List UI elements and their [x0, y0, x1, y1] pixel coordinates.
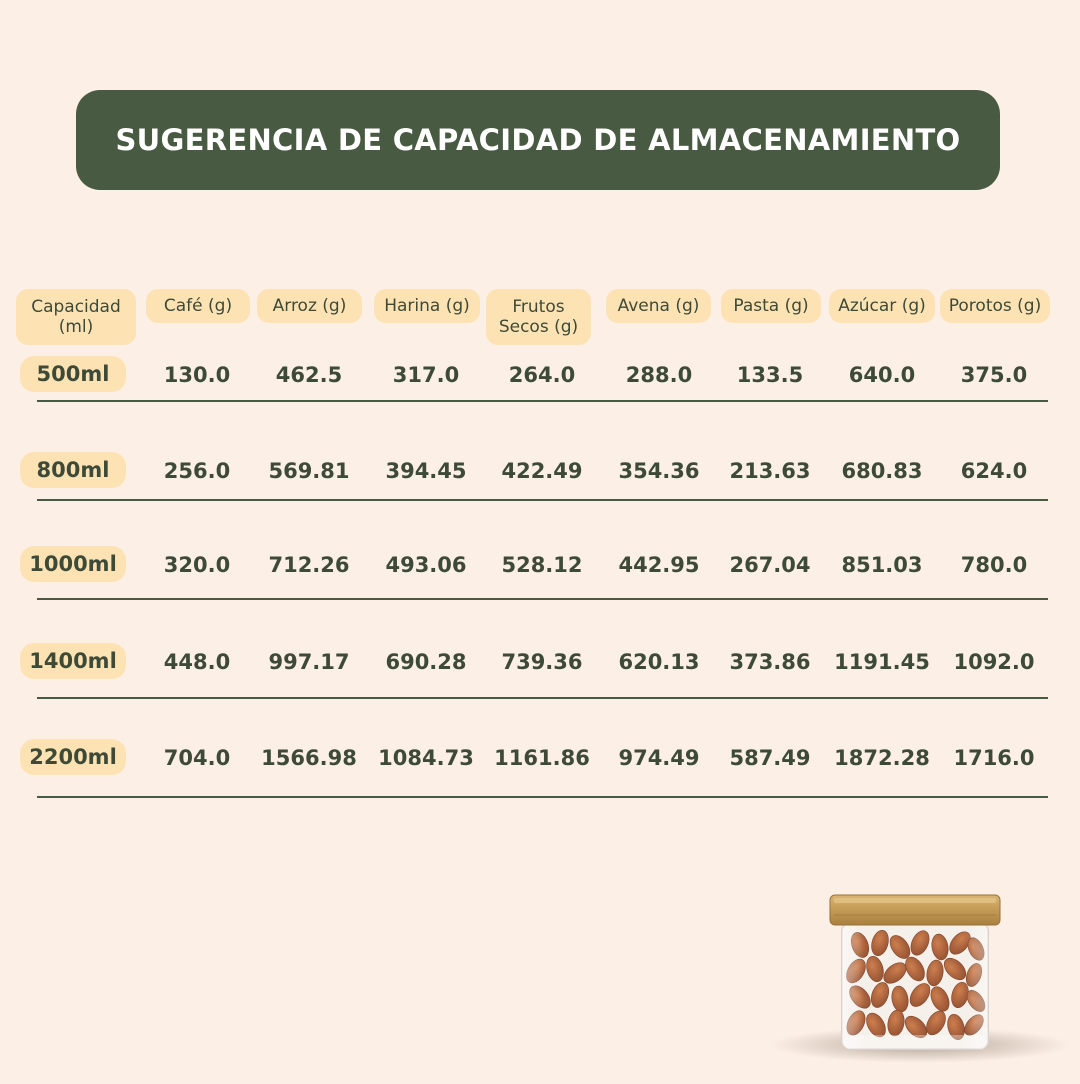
- row-divider: [37, 796, 1048, 798]
- row-divider: [37, 697, 1048, 699]
- table-cell: 394.45: [385, 459, 467, 483]
- table-cell: 739.36: [501, 650, 583, 674]
- table-cell: 375.0: [960, 363, 1028, 387]
- header-azucar: Azúcar (g): [829, 289, 935, 323]
- page-title: SUGERENCIA DE CAPACIDAD DE ALMACENAMIENT…: [115, 123, 961, 157]
- table-cell: 462.5: [275, 363, 343, 387]
- row-label-800: 800ml: [20, 452, 126, 488]
- table-cell: 780.0: [960, 553, 1028, 577]
- header-capacity-line2: (ml): [58, 317, 94, 337]
- table-cell: 680.83: [841, 459, 923, 483]
- row-divider: [37, 598, 1048, 600]
- table-cell: 620.13: [618, 650, 700, 674]
- table-cell: 1566.98: [261, 746, 357, 770]
- table-cell: 997.17: [268, 650, 350, 674]
- table-cell: 448.0: [163, 650, 231, 674]
- table-cell: 528.12: [501, 553, 583, 577]
- glass-jar-with-almonds-icon: [760, 885, 1080, 1080]
- table-cell: 256.0: [163, 459, 231, 483]
- table-cell: 624.0: [960, 459, 1028, 483]
- row-divider: [37, 499, 1048, 501]
- table-cell: 493.06: [385, 553, 467, 577]
- table-cell: 851.03: [841, 553, 923, 577]
- table-cell: 213.63: [729, 459, 811, 483]
- table-cell: 133.5: [736, 363, 804, 387]
- table-cell: 569.81: [268, 459, 350, 483]
- header-capacity: Capacidad (ml): [16, 289, 136, 345]
- table-cell: 640.0: [848, 363, 916, 387]
- row-label-1000: 1000ml: [20, 546, 126, 582]
- header-arroz: Arroz (g): [257, 289, 362, 323]
- table-cell: 1084.73: [378, 746, 474, 770]
- row-label-2200: 2200ml: [20, 739, 126, 775]
- header-frutos-line1: Frutos: [512, 297, 565, 317]
- header-frutos-secos: Frutos Secos (g): [486, 289, 591, 345]
- table-cell: 1872.28: [834, 746, 930, 770]
- table-cell: 442.95: [618, 553, 700, 577]
- table-cell: 373.86: [729, 650, 811, 674]
- header-pasta: Pasta (g): [721, 289, 821, 323]
- table-cell: 1716.0: [953, 746, 1035, 770]
- title-banner: SUGERENCIA DE CAPACIDAD DE ALMACENAMIENT…: [76, 90, 1000, 190]
- table-cell: 130.0: [163, 363, 231, 387]
- header-harina: Harina (g): [374, 289, 480, 323]
- table-cell: 267.04: [729, 553, 811, 577]
- header-frutos-line2: Secos (g): [498, 317, 579, 337]
- table-cell: 1092.0: [953, 650, 1035, 674]
- table-cell: 704.0: [163, 746, 231, 770]
- table-cell: 712.26: [268, 553, 350, 577]
- row-label-1400: 1400ml: [20, 643, 126, 679]
- table-cell: 354.36: [618, 459, 700, 483]
- header-capacity-line1: Capacidad: [31, 297, 121, 317]
- row-label-500: 500ml: [20, 356, 126, 392]
- table-cell: 320.0: [163, 553, 231, 577]
- table-cell: 690.28: [385, 650, 467, 674]
- header-avena: Avena (g): [606, 289, 711, 323]
- row-divider: [37, 400, 1048, 402]
- header-cafe: Café (g): [146, 289, 250, 323]
- table-cell: 1191.45: [834, 650, 930, 674]
- table-cell: 587.49: [729, 746, 811, 770]
- table-cell: 264.0: [508, 363, 576, 387]
- header-porotos: Porotos (g): [940, 289, 1050, 323]
- table-cell: 422.49: [501, 459, 583, 483]
- table-cell: 288.0: [625, 363, 693, 387]
- table-cell: 1161.86: [494, 746, 590, 770]
- table-cell: 317.0: [392, 363, 460, 387]
- table-cell: 974.49: [618, 746, 700, 770]
